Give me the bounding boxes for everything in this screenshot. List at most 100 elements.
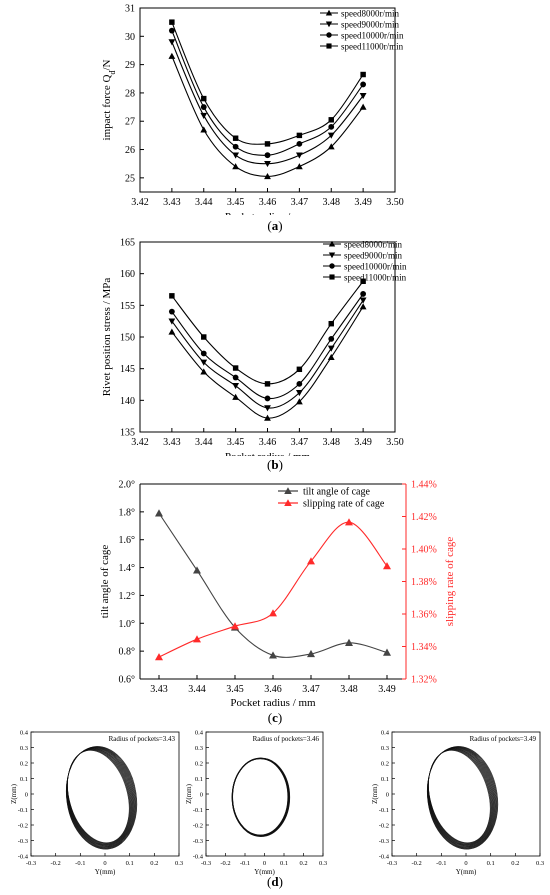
- x-tick-label: 3.45: [226, 684, 244, 695]
- x-tick-label: 3.46: [259, 437, 277, 448]
- data-point: [232, 365, 239, 371]
- legend-label: speed9000r/min: [341, 20, 399, 30]
- data-point: [155, 509, 163, 517]
- y-axis-label: tilt angle of cage: [99, 545, 111, 619]
- data-point: [307, 649, 315, 658]
- y-right-tick-label: 1.42%: [411, 512, 437, 523]
- plot-frame: [205, 731, 324, 857]
- x-tick-label: -0.3: [387, 860, 397, 867]
- chart-b: 3.42 3.43 3.44 3.45 3.46 3.47 3.48 3.49 3.50 135 1…: [0, 238, 550, 464]
- series-line: [171, 21, 364, 145]
- legend-label: speed10000r/min: [341, 31, 404, 41]
- y-tick-label: 26: [125, 145, 135, 156]
- x-tick-label: 3.48: [323, 197, 341, 208]
- x-tick-label: 3.46: [264, 684, 282, 695]
- caption-d: (d): [267, 874, 283, 889]
- x-tick-label: 3.48: [323, 437, 341, 448]
- y-tick-label: 0.1: [195, 776, 203, 783]
- series-speed11000r/min: [169, 278, 366, 387]
- y-tick-label: 0.4: [195, 729, 204, 736]
- legend-marker: [325, 9, 333, 16]
- y-tick-label: 0.4: [381, 729, 390, 736]
- x-axis-label: Pocket radius / mm: [230, 697, 316, 709]
- legend-marker: [326, 43, 332, 49]
- data-point: [296, 140, 303, 147]
- data-point: [360, 291, 367, 297]
- y-tick-label: 1.0°: [119, 619, 136, 630]
- y-tick-label: -0.1: [379, 807, 389, 814]
- data-point: [360, 81, 367, 88]
- y-tick-label: 0.3: [20, 745, 28, 752]
- y-tick-label: 0.2: [381, 760, 389, 767]
- data-point: [200, 104, 207, 110]
- y-right-tick-label: 1.38%: [411, 577, 437, 588]
- data-point: [295, 152, 303, 159]
- data-point: [169, 293, 175, 299]
- data-point: [168, 328, 176, 335]
- x-tick-label: 0.2: [511, 860, 519, 867]
- data-point: [264, 381, 271, 387]
- y-axis-label: impact force Qd/N: [101, 59, 117, 140]
- data-point: [232, 163, 240, 170]
- y-tick-label: 30: [125, 32, 135, 43]
- legend-marker: [328, 252, 336, 259]
- x-tick-label: 0.3: [175, 860, 183, 867]
- y-tick-label: 0: [25, 791, 28, 798]
- x-tick-label: 3.50: [386, 197, 404, 208]
- data-point: [264, 141, 271, 147]
- data-point: [327, 143, 335, 150]
- data-point: [168, 308, 175, 315]
- data-point: [200, 350, 207, 357]
- caption-a: (a): [267, 218, 283, 233]
- y-tick-label: 0.1: [20, 776, 28, 783]
- y-tick-label: 0.4: [20, 729, 29, 736]
- y-right-tick-label: 1.32%: [411, 675, 437, 686]
- x-tick-label: 3.42: [131, 197, 149, 208]
- x-tick-label: 3.48: [340, 684, 358, 695]
- legend-marker: [326, 32, 332, 38]
- y-tick-label: -0.1: [193, 807, 203, 814]
- orbit-plot-2: -0.3 -0.2 -0.1 0 0.1 0.2 0.3 0.4 0.3 0.2 0.1 0 -0.1 -…: [185, 729, 327, 876]
- x-tick-label: 3.46: [259, 197, 277, 208]
- data-point: [168, 39, 176, 46]
- orbits-panel: -0.3 -0.2 -0.1 0 0.1 0.2 0.3 0.4 0.3 0.2 0.1 0 -0.1 -…: [0, 726, 550, 881]
- legend-label: speed8000r/min: [341, 9, 399, 19]
- orbit-label: Radius of pockets=3.49: [470, 735, 537, 743]
- series-speed9000r/min: [168, 297, 367, 412]
- data-point: [232, 374, 239, 381]
- series-line: [171, 306, 364, 419]
- data-point: [383, 562, 391, 570]
- y-tick-label: -0.3: [379, 838, 389, 845]
- chart-a: 3.42 3.43 3.44 3.45 3.46 3.47 3.48 3.49 3.50 25 26…: [0, 0, 550, 224]
- legend-label: tilt angle of cage: [303, 487, 370, 498]
- caption-b: (b): [267, 457, 283, 472]
- y-tick-label: 0.8°: [119, 647, 136, 658]
- x-tick-label: -0.3: [201, 860, 211, 867]
- x-tick-label: 3.43: [150, 684, 168, 695]
- x-tick-label: 0: [103, 860, 106, 867]
- x-tick-label: -0.1: [240, 860, 250, 867]
- data-point: [232, 152, 240, 159]
- data-point: [155, 653, 163, 661]
- data-point: [307, 557, 315, 565]
- y-axis-label: Z(mm): [10, 783, 18, 803]
- legend-label: slipping rate of cage: [303, 499, 385, 510]
- y-tick-label: -0.2: [379, 822, 389, 829]
- y-tick-label: 29: [125, 60, 135, 71]
- y-tick-label: -0.3: [18, 838, 28, 845]
- legend-label: speed11000r/min: [344, 273, 407, 283]
- data-point: [296, 380, 303, 387]
- x-tick-label: 0.2: [150, 860, 158, 867]
- x-tick-label: 3.50: [386, 437, 404, 448]
- data-point: [193, 635, 201, 643]
- x-tick-label: 3.49: [378, 684, 396, 695]
- x-tick-label: 0.3: [319, 860, 327, 867]
- data-point: [200, 126, 208, 133]
- y-tick-label: 1.4°: [119, 563, 136, 574]
- data-point: [359, 303, 367, 310]
- series-speed8000r/min: [168, 52, 367, 180]
- data-point: [295, 398, 303, 405]
- data-point: [327, 345, 335, 352]
- data-point: [201, 95, 207, 102]
- series-slipping rate of cage: [155, 518, 391, 661]
